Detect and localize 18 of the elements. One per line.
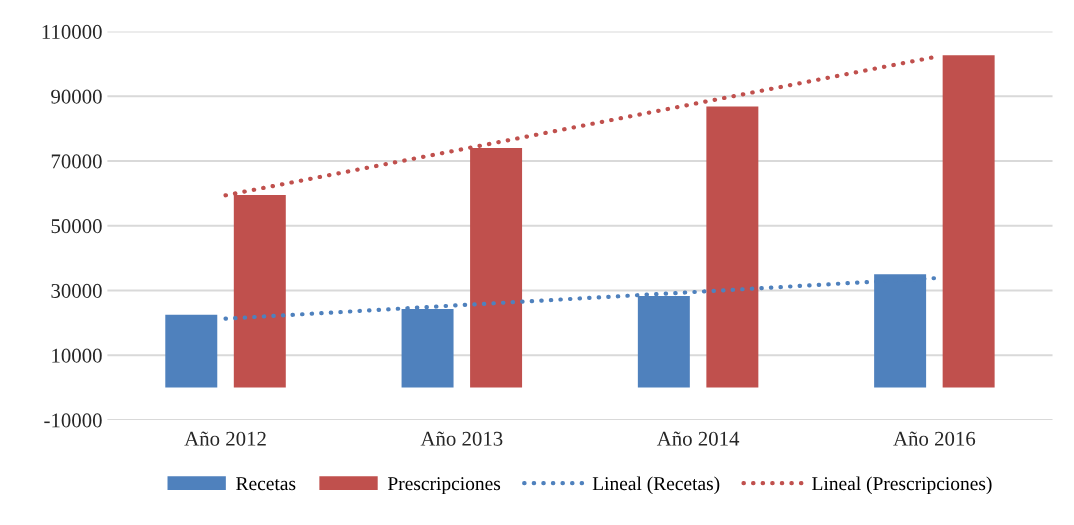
y-tick-label: 10000: [52, 348, 102, 363]
x-tick-label: Año 2013: [420, 431, 503, 446]
y-tick-label: 90000: [51, 89, 102, 104]
legend-label: Lineal (Prescripciones): [812, 476, 992, 495]
y-tick-label: 70000: [51, 154, 102, 169]
y-tick-label: 110000: [42, 24, 102, 39]
x-tick-label: Año 2014: [656, 431, 740, 446]
legend-label: Lineal (Recetas): [592, 476, 720, 495]
legend-label: Prescripciones: [387, 477, 501, 495]
bar: [165, 314, 218, 388]
bar: [706, 106, 759, 388]
x-tick-label: Año 2016: [893, 431, 976, 446]
y-tick-label: 30000: [51, 283, 102, 298]
y-tick-label: -10000: [44, 413, 102, 428]
y-tick-label: 50000: [51, 219, 102, 234]
legend-label: Recetas: [236, 477, 296, 491]
bar: [942, 55, 995, 388]
x-tick-label: Año 2012: [184, 431, 266, 446]
